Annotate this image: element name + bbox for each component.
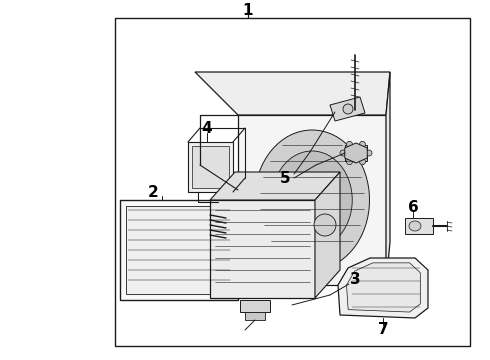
Bar bbox=[405, 218, 433, 234]
Bar bbox=[188, 142, 233, 192]
Ellipse shape bbox=[409, 221, 421, 231]
Text: 1: 1 bbox=[243, 3, 253, 18]
Bar bbox=[120, 200, 238, 300]
Polygon shape bbox=[210, 172, 340, 200]
Polygon shape bbox=[345, 143, 368, 163]
Circle shape bbox=[346, 141, 352, 147]
Circle shape bbox=[213, 238, 223, 248]
Circle shape bbox=[340, 150, 346, 156]
Bar bbox=[115, 18, 470, 346]
Bar bbox=[240, 300, 270, 312]
Polygon shape bbox=[195, 72, 390, 115]
Text: 5: 5 bbox=[280, 171, 290, 185]
Text: 2: 2 bbox=[147, 185, 158, 199]
Polygon shape bbox=[386, 72, 390, 285]
Bar bbox=[238, 115, 386, 285]
Polygon shape bbox=[338, 258, 428, 318]
Text: 6: 6 bbox=[408, 199, 418, 215]
Bar bbox=[192, 146, 229, 188]
Ellipse shape bbox=[272, 151, 352, 249]
Polygon shape bbox=[330, 97, 365, 121]
Circle shape bbox=[360, 159, 366, 165]
Ellipse shape bbox=[254, 130, 369, 270]
Bar bbox=[245, 312, 265, 320]
Circle shape bbox=[343, 104, 353, 114]
Text: 4: 4 bbox=[202, 121, 212, 135]
Text: 3: 3 bbox=[350, 273, 360, 288]
Circle shape bbox=[366, 150, 372, 156]
Bar bbox=[210, 200, 315, 298]
Ellipse shape bbox=[314, 214, 336, 236]
Bar bbox=[126, 206, 232, 294]
Polygon shape bbox=[346, 263, 420, 312]
Circle shape bbox=[360, 141, 366, 147]
Text: 7: 7 bbox=[378, 323, 388, 338]
Circle shape bbox=[346, 159, 352, 165]
Polygon shape bbox=[315, 172, 340, 298]
Bar bbox=[345, 145, 367, 161]
